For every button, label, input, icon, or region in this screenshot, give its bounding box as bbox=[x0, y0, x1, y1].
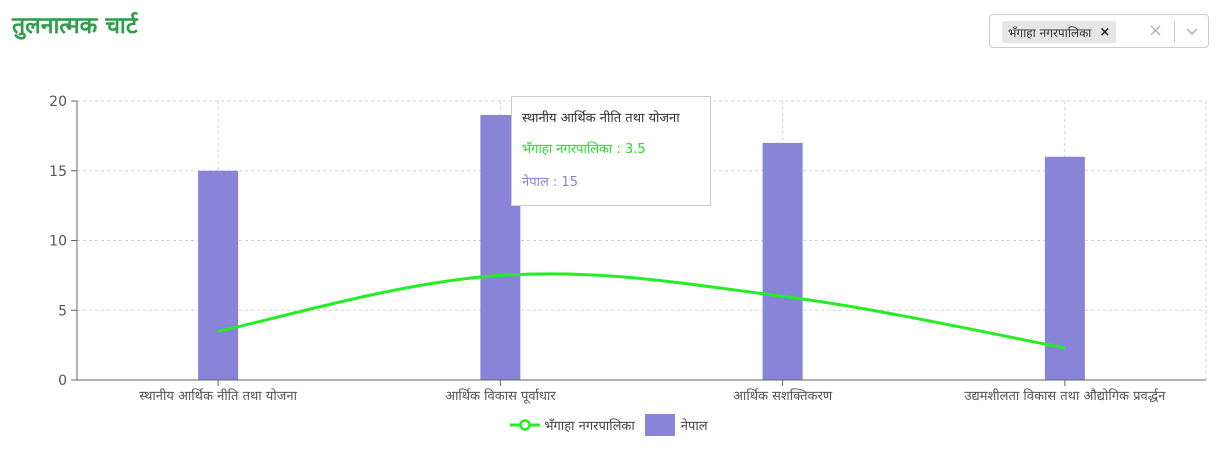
chevron-down-icon[interactable] bbox=[1184, 21, 1200, 41]
legend-label-municipality: भँगाहा नगरपालिका bbox=[544, 419, 635, 434]
municipality-select[interactable]: भँगाहा नगरपालिका × × bbox=[989, 14, 1209, 48]
y-tick-label: 5 bbox=[58, 303, 67, 319]
chart-tooltip: स्थानीय आर्थिक नीति तथा योजना भँगाहा नगर… bbox=[511, 96, 711, 206]
legend-item-nepal[interactable]: नेपाल bbox=[644, 414, 708, 436]
line-municipality bbox=[217, 272, 1066, 350]
chip-remove-icon[interactable]: × bbox=[1099, 24, 1111, 40]
x-tick-label: आर्थिक सशक्तिकरण bbox=[733, 388, 833, 404]
legend-bar-icon bbox=[644, 414, 675, 436]
x-tick-label: उद्यमशीलता विकास तथा औद्योगिक प्रवर्द्धन bbox=[964, 388, 1166, 404]
tooltip-row-municipality: भँगाहा नगरपालिका : 3.5 bbox=[522, 142, 646, 157]
legend-item-municipality[interactable]: भँगाहा नगरपालिका bbox=[510, 416, 635, 434]
y-tick-label: 15 bbox=[49, 164, 67, 180]
bar-nepal[interactable] bbox=[1044, 156, 1085, 380]
legend-line-icon bbox=[510, 419, 541, 431]
line-series bbox=[217, 272, 1066, 350]
chart-legend: भँगाहा नगरपालिका नेपाल bbox=[0, 414, 1218, 436]
x-tick-label: स्थानीय आर्थिक नीति तथा योजना bbox=[139, 388, 297, 404]
tooltip-row-nepal: नेपाल : 15 bbox=[522, 175, 578, 190]
bar-series bbox=[198, 114, 1085, 380]
select-divider bbox=[1174, 22, 1175, 42]
tooltip-title: स्थानीय आर्थिक नीति तथा योजना bbox=[522, 111, 680, 126]
selected-chip-label: भँगाहा नगरपालिका bbox=[1008, 25, 1092, 40]
y-tick-label: 0 bbox=[58, 373, 67, 389]
legend-label-nepal: नेपाल bbox=[680, 419, 708, 434]
axes bbox=[71, 100, 1206, 386]
x-tick-label: आर्थिक विकास पूर्वाधार bbox=[445, 388, 556, 404]
selected-chip: भँगाहा नगरपालिका × bbox=[1002, 21, 1117, 43]
tick-labels: 0 5 10 15 20 स्थानीय आर्थिक नीति तथा योजना आर्… bbox=[49, 94, 1166, 404]
y-tick-label: 20 bbox=[49, 94, 67, 110]
bar-nepal[interactable] bbox=[198, 170, 239, 380]
clear-icon[interactable]: × bbox=[1148, 20, 1164, 41]
bar-nepal[interactable] bbox=[762, 142, 803, 380]
page-title: तुलनात्मक चार्ट bbox=[12, 13, 138, 39]
y-tick-label: 10 bbox=[49, 234, 67, 250]
